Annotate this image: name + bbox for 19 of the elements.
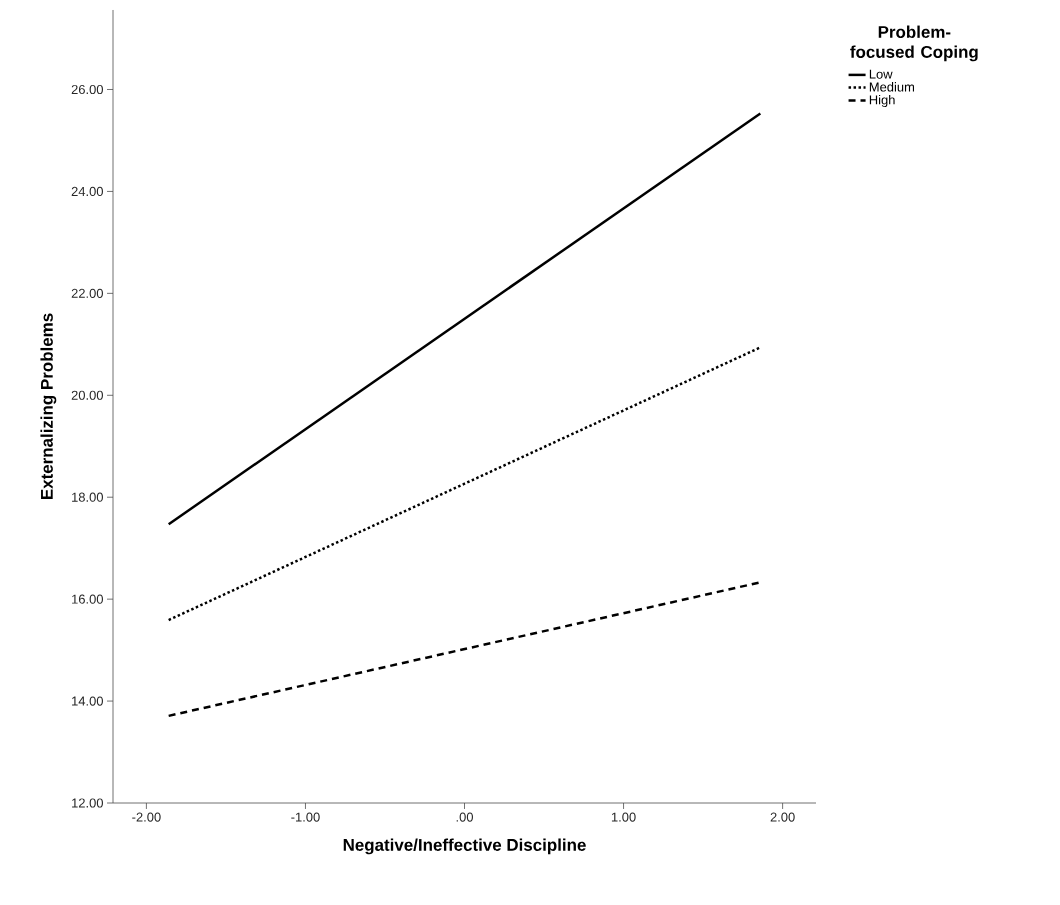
y-tick-label: 20.00 (71, 390, 103, 400)
x-tick-label: -2.00 (132, 812, 161, 822)
x-axis-title: Negative/Ineffective Discipline (343, 838, 586, 855)
legend-label: Low (869, 69, 893, 79)
y-tick-label: 24.00 (71, 186, 103, 197)
y-tick-label: 16.00 (72, 594, 103, 604)
legend-label: Medium (869, 82, 915, 92)
y-tick-label: 14.00 (72, 696, 103, 706)
x-tick-label: 1.00 (611, 812, 636, 822)
y-tick-label: 26.00 (71, 84, 103, 95)
legend-title: Problem-focused Coping (850, 25, 978, 62)
x-tick-label: .00 (456, 812, 474, 822)
y-tick-label: 18.00 (72, 492, 103, 502)
y-tick-label: 22.00 (71, 288, 103, 298)
x-tick-label: -1.00 (291, 812, 320, 822)
x-tick-label: 2.00 (770, 812, 795, 822)
legend-label: High (869, 94, 895, 108)
y-axis-title: Externalizing Problems (40, 313, 57, 499)
y-tick-label: 12.00 (72, 798, 103, 808)
